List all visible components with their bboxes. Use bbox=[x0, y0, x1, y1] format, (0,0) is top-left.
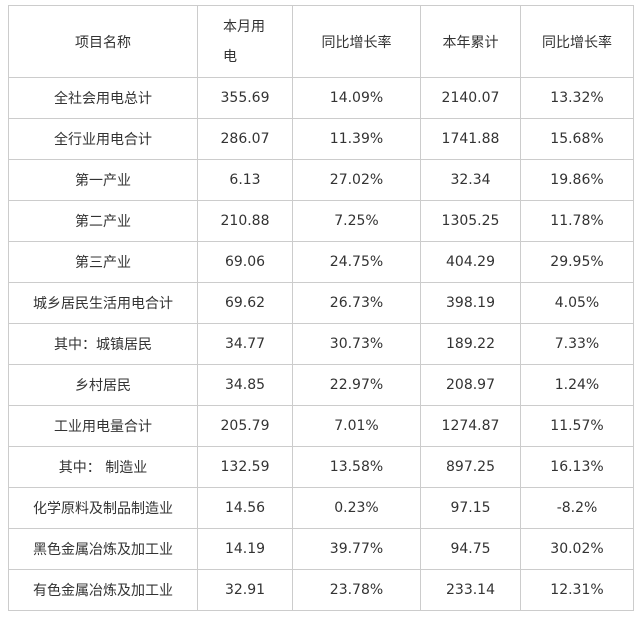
table-cell: 2140.07 bbox=[420, 77, 521, 119]
table-cell: 16.13% bbox=[520, 446, 634, 488]
header-text: 本年累计 bbox=[442, 34, 499, 51]
table-cell: 13.32% bbox=[520, 77, 634, 119]
table-cell: 6.13 bbox=[197, 159, 293, 201]
table-cell: 有色金属冶炼及加工业 bbox=[8, 569, 198, 611]
table-cell: 1.24% bbox=[520, 364, 634, 406]
table-cell: 14.56 bbox=[197, 487, 293, 529]
table-cell: 286.07 bbox=[197, 118, 293, 160]
table-cell: -8.2% bbox=[520, 487, 634, 529]
table-cell: 34.85 bbox=[197, 364, 293, 406]
header-text: 同比增长率 bbox=[542, 34, 612, 51]
table-cell: 30.73% bbox=[292, 323, 421, 365]
table-cell: 69.62 bbox=[197, 282, 293, 324]
table-cell: 208.97 bbox=[420, 364, 521, 406]
data-table: 项目名称 本月用电 同比增长率 本年累计 同比增长率全社会用电总计 355.69 14.09… bbox=[8, 5, 634, 611]
header-text: 本月用电 bbox=[223, 18, 265, 65]
table-row: 第二产业 210.88 7.25% 1305.25 11.78% bbox=[8, 200, 634, 242]
table-cell: 乡村居民 bbox=[8, 364, 198, 406]
table-cell: 城乡居民生活用电合计 bbox=[8, 282, 198, 324]
table-cell: 全行业用电合计 bbox=[8, 118, 198, 160]
table-cell: 黑色金属冶炼及加工业 bbox=[8, 528, 198, 570]
table-cell: 897.25 bbox=[420, 446, 521, 488]
table-cell: 355.69 bbox=[197, 77, 293, 119]
table-cell: 19.86% bbox=[520, 159, 634, 201]
table-row: 第一产业 6.13 27.02% 32.34 19.86% bbox=[8, 159, 634, 201]
table-cell: 1274.87 bbox=[420, 405, 521, 447]
header-cell: 项目名称 bbox=[8, 5, 198, 78]
table-cell: 7.33% bbox=[520, 323, 634, 365]
table-cell: 97.15 bbox=[420, 487, 521, 529]
table-cell: 11.57% bbox=[520, 405, 634, 447]
table-cell: 69.06 bbox=[197, 241, 293, 283]
table-cell: 32.34 bbox=[420, 159, 521, 201]
header-cell: 同比增长率 bbox=[520, 5, 634, 78]
table-cell: 7.25% bbox=[292, 200, 421, 242]
table-cell: 210.88 bbox=[197, 200, 293, 242]
table-cell: 14.09% bbox=[292, 77, 421, 119]
header-row: 项目名称 本月用电 同比增长率 本年累计 同比增长率 bbox=[8, 5, 634, 78]
table-row: 工业用电量合计 205.79 7.01% 1274.87 11.57% bbox=[8, 405, 634, 447]
table-cell: 94.75 bbox=[420, 528, 521, 570]
table-row: 第三产业 69.06 24.75% 404.29 29.95% bbox=[8, 241, 634, 283]
table-cell: 398.19 bbox=[420, 282, 521, 324]
table-cell: 7.01% bbox=[292, 405, 421, 447]
table-cell: 全社会用电总计 bbox=[8, 77, 198, 119]
table-row: 乡村居民 34.85 22.97% 208.97 1.24% bbox=[8, 364, 634, 406]
table-cell: 第二产业 bbox=[8, 200, 198, 242]
table-cell: 13.58% bbox=[292, 446, 421, 488]
table-cell: 34.77 bbox=[197, 323, 293, 365]
header-text: 同比增长率 bbox=[321, 34, 392, 51]
table-cell: 第三产业 bbox=[8, 241, 198, 283]
table-row: 其中： 制造业 132.59 13.58% 897.25 16.13% bbox=[8, 446, 634, 488]
table-cell: 404.29 bbox=[420, 241, 521, 283]
header-text: 项目名称 bbox=[75, 34, 131, 51]
header-cell: 同比增长率 bbox=[292, 5, 421, 78]
table-cell: 233.14 bbox=[420, 569, 521, 611]
table-cell: 其中： 制造业 bbox=[8, 446, 198, 488]
table-cell: 22.97% bbox=[292, 364, 421, 406]
table-row: 有色金属冶炼及加工业 32.91 23.78% 233.14 12.31% bbox=[8, 569, 634, 611]
table-row: 城乡居民生活用电合计 69.62 26.73% 398.19 4.05% bbox=[8, 282, 634, 324]
header-cell: 本年累计 bbox=[420, 5, 521, 78]
table-cell: 1305.25 bbox=[420, 200, 521, 242]
table-cell: 0.23% bbox=[292, 487, 421, 529]
table-cell: 12.31% bbox=[520, 569, 634, 611]
table-cell: 14.19 bbox=[197, 528, 293, 570]
table-row: 其中：城镇居民 34.77 30.73% 189.22 7.33% bbox=[8, 323, 634, 365]
table-cell: 1741.88 bbox=[420, 118, 521, 160]
table-cell: 32.91 bbox=[197, 569, 293, 611]
table-cell: 11.39% bbox=[292, 118, 421, 160]
table-cell: 30.02% bbox=[520, 528, 634, 570]
table-cell: 24.75% bbox=[292, 241, 421, 283]
table-cell: 4.05% bbox=[520, 282, 634, 324]
table-cell: 39.77% bbox=[292, 528, 421, 570]
table-cell: 26.73% bbox=[292, 282, 421, 324]
table-cell: 189.22 bbox=[420, 323, 521, 365]
table-cell: 27.02% bbox=[292, 159, 421, 201]
table-cell: 15.68% bbox=[520, 118, 634, 160]
table-cell: 其中：城镇居民 bbox=[8, 323, 198, 365]
table-row: 化学原料及制品制造业 14.56 0.23% 97.15 -8.2% bbox=[8, 487, 634, 529]
table-row: 全行业用电合计 286.07 11.39% 1741.88 15.68% bbox=[8, 118, 634, 160]
table-row: 黑色金属冶炼及加工业 14.19 39.77% 94.75 30.02% bbox=[8, 528, 634, 570]
table-cell: 29.95% bbox=[520, 241, 634, 283]
table-cell: 工业用电量合计 bbox=[8, 405, 198, 447]
table-cell: 化学原料及制品制造业 bbox=[8, 487, 198, 529]
table-cell: 132.59 bbox=[197, 446, 293, 488]
table-cell: 11.78% bbox=[520, 200, 634, 242]
table-body: 项目名称 本月用电 同比增长率 本年累计 同比增长率全社会用电总计 355.69 14.09… bbox=[8, 5, 634, 611]
table-row: 全社会用电总计 355.69 14.09% 2140.07 13.32% bbox=[8, 77, 634, 119]
header-cell: 本月用电 bbox=[197, 5, 293, 78]
table-cell: 205.79 bbox=[197, 405, 293, 447]
table-cell: 第一产业 bbox=[8, 159, 198, 201]
table-cell: 23.78% bbox=[292, 569, 421, 611]
